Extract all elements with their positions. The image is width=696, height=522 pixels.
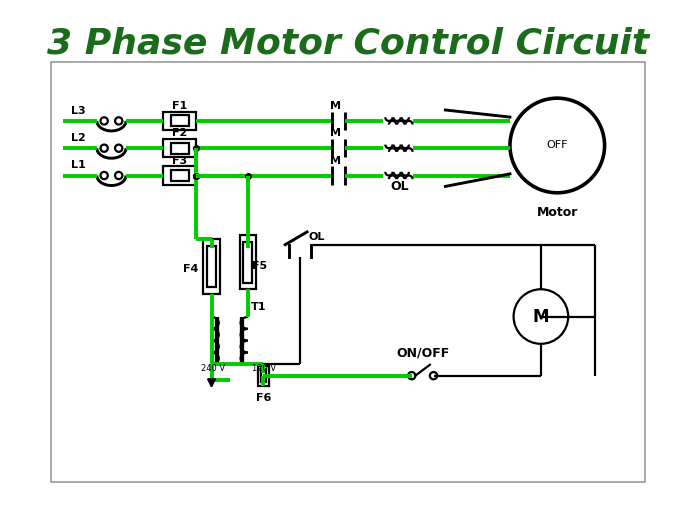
Text: L3: L3: [71, 105, 86, 116]
Text: ON/OFF: ON/OFF: [396, 346, 449, 359]
Text: OL: OL: [390, 180, 409, 193]
Bar: [164, 167, 196, 185]
Text: T1: T1: [251, 302, 266, 312]
Bar: [164, 139, 196, 157]
Text: F1: F1: [172, 101, 187, 111]
Text: F4: F4: [184, 264, 199, 274]
Bar: [164, 112, 196, 130]
Bar: [258, 366, 269, 386]
Bar: [207, 246, 216, 288]
Text: F6: F6: [255, 393, 271, 403]
Text: Motor: Motor: [537, 206, 578, 219]
Text: M: M: [330, 128, 341, 138]
Bar: [244, 242, 253, 283]
Text: F3: F3: [172, 156, 187, 165]
Bar: [171, 115, 189, 126]
Text: F2: F2: [172, 128, 187, 138]
Text: M: M: [532, 307, 549, 326]
Text: M: M: [330, 101, 341, 111]
Bar: [171, 143, 189, 153]
Bar: [260, 369, 266, 382]
Bar: [52, 62, 644, 482]
Text: L2: L2: [71, 133, 86, 143]
Text: 240 V: 240 V: [201, 364, 226, 373]
Text: F5: F5: [253, 262, 267, 271]
Text: L1: L1: [71, 160, 86, 170]
Bar: [203, 239, 220, 294]
Text: 120 V: 120 V: [252, 364, 276, 373]
Text: OFF: OFF: [546, 140, 568, 150]
Text: OL: OL: [309, 232, 325, 242]
Text: M: M: [330, 156, 341, 165]
Bar: [239, 235, 256, 289]
Bar: [171, 170, 189, 181]
Text: 3 Phase Motor Control Circuit: 3 Phase Motor Control Circuit: [47, 27, 649, 61]
